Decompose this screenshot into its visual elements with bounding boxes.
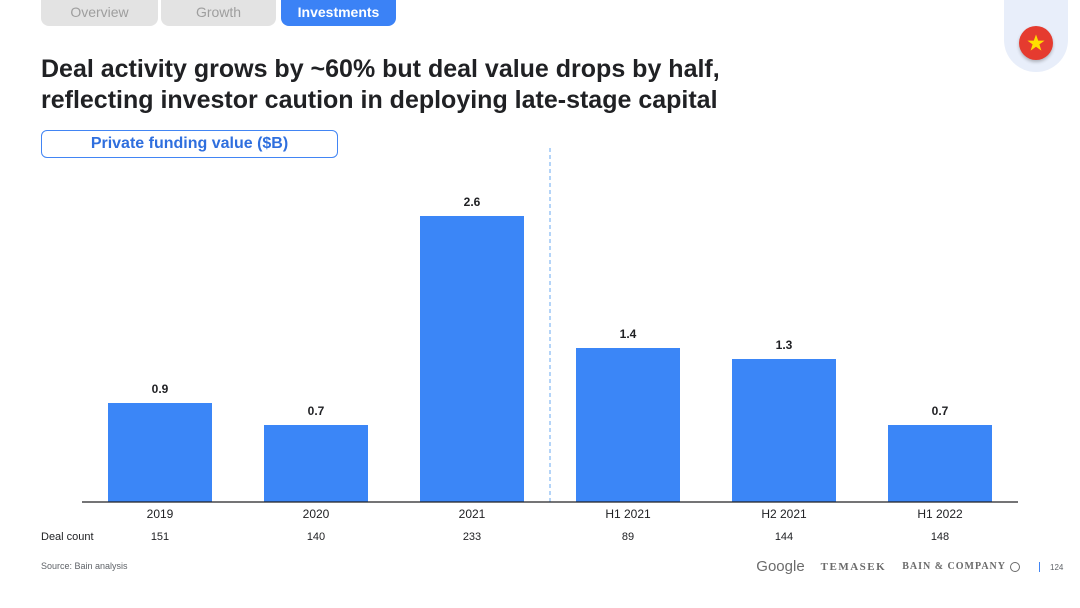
- bar-chart: 0.9 2019 151 0.7 2020 140 2.6 2021 233 1.4 H1 2021…: [41, 148, 1018, 543]
- x-tick-label-0: 2019: [147, 507, 174, 521]
- bar-4: [732, 359, 836, 502]
- page-separator: [1039, 562, 1040, 572]
- data-label-3: 1.4: [620, 327, 637, 341]
- deal-count-1: 140: [307, 531, 325, 543]
- x-tick-label-2: 2021: [459, 507, 486, 521]
- bar-5: [888, 425, 992, 502]
- page-title: Deal activity grows by ~60% but deal val…: [41, 54, 801, 116]
- x-tick-label-5: H1 2022: [917, 507, 963, 521]
- x-tick-label-1: 2020: [303, 507, 330, 521]
- title-line-1: Deal activity grows by ~60% but deal val…: [41, 55, 720, 83]
- data-label-5: 0.7: [932, 404, 949, 418]
- google-logo: Google: [756, 558, 805, 575]
- bar-0: [108, 403, 212, 502]
- partner-logos: Google TEMASEK BAIN & COMPANY: [756, 558, 1020, 575]
- country-badge: [1004, 0, 1068, 72]
- deal-count-0: 151: [151, 531, 169, 543]
- deal-count-3: 89: [622, 531, 634, 543]
- bain-logo: BAIN & COMPANY: [902, 561, 1020, 572]
- bar-3: [576, 348, 680, 502]
- page-number: 124: [1050, 563, 1064, 572]
- bain-logo-text: BAIN & COMPANY: [902, 561, 1006, 572]
- bar-1: [264, 425, 368, 502]
- bar-2: [420, 216, 524, 502]
- x-tick-label-3: H1 2021: [605, 507, 651, 521]
- title-line-2: reflecting investor caution in deploying…: [41, 86, 718, 114]
- data-label-4: 1.3: [776, 338, 793, 352]
- tab-growth[interactable]: Growth: [161, 0, 276, 26]
- data-label-2: 2.6: [464, 195, 481, 209]
- vietnam-flag-icon: [1019, 26, 1053, 60]
- data-label-0: 0.9: [152, 382, 169, 396]
- deal-count-2: 233: [463, 531, 481, 543]
- deal-count-4: 144: [775, 531, 793, 543]
- tab-investments[interactable]: Investments: [281, 0, 396, 26]
- x-tick-label-4: H2 2021: [761, 507, 807, 521]
- temasek-logo: TEMASEK: [820, 560, 887, 573]
- tab-overview[interactable]: Overview: [41, 0, 158, 26]
- source-note: Source: Bain analysis: [41, 561, 128, 571]
- deal-count-row-label: Deal count: [41, 531, 94, 543]
- data-label-1: 0.7: [308, 404, 325, 418]
- deal-count-5: 148: [931, 531, 949, 543]
- bain-mark-icon: [1010, 561, 1020, 572]
- metric-label: Private funding value ($B): [41, 130, 338, 158]
